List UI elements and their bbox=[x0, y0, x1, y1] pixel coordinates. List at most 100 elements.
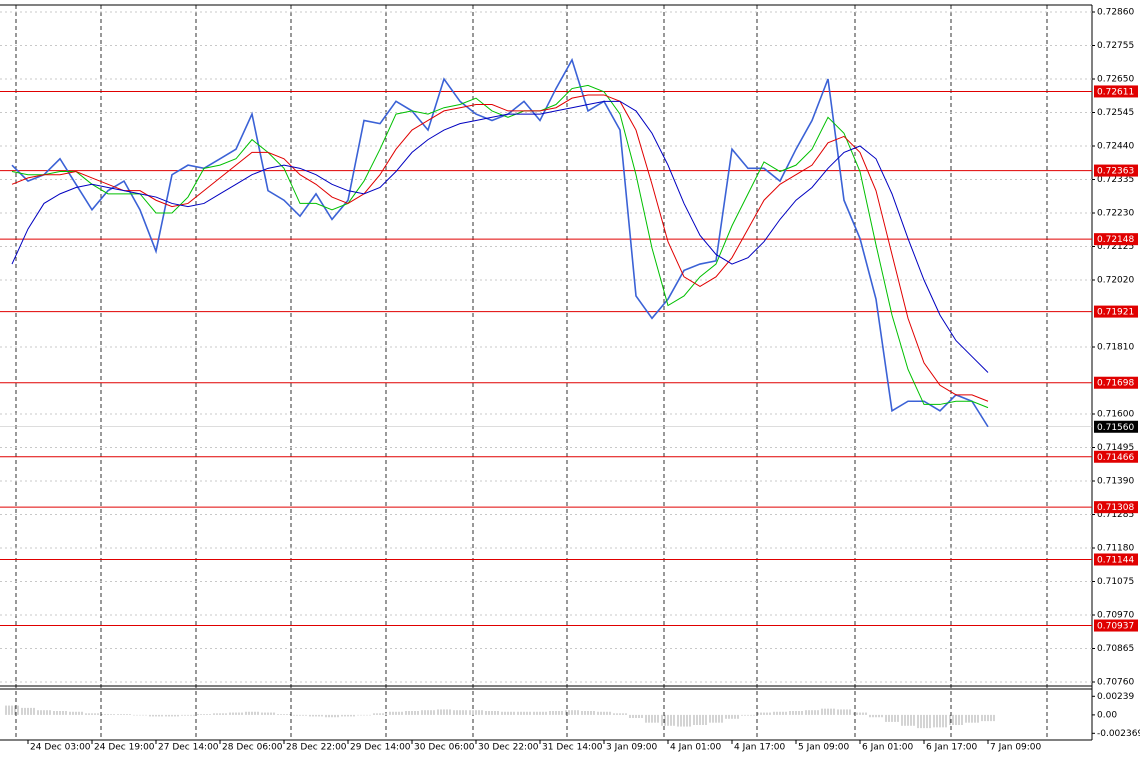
osc-bar bbox=[126, 714, 128, 715]
osc-bar bbox=[389, 711, 391, 715]
osc-bar bbox=[193, 714, 195, 716]
osc-bar bbox=[533, 711, 535, 715]
osc-bar bbox=[149, 714, 151, 717]
osc-bar bbox=[862, 712, 864, 715]
osc-bar bbox=[872, 714, 874, 718]
series-line bbox=[11, 94, 989, 402]
level-label-box bbox=[1094, 619, 1138, 632]
osc-bar bbox=[805, 710, 807, 715]
osc-bar bbox=[81, 711, 83, 715]
osc-bar bbox=[257, 711, 259, 715]
osc-bar bbox=[62, 711, 64, 715]
osc-bar bbox=[414, 711, 416, 715]
osc-bar bbox=[443, 709, 445, 715]
osc-bar bbox=[987, 714, 989, 722]
osc-bar bbox=[875, 714, 877, 718]
osc-bar bbox=[670, 714, 672, 726]
level-label: 0.71921 bbox=[1097, 308, 1134, 318]
osc-bar bbox=[248, 711, 250, 715]
osc-bar bbox=[587, 711, 589, 715]
osc-bar bbox=[363, 714, 365, 716]
osc-bar bbox=[453, 710, 455, 715]
osc-bar bbox=[373, 713, 375, 715]
osc-bar bbox=[981, 714, 983, 722]
osc-bar bbox=[536, 711, 538, 715]
osc-bar bbox=[878, 714, 880, 718]
osc-bar bbox=[584, 711, 586, 715]
osc-bar bbox=[485, 711, 487, 715]
osc-bar bbox=[849, 709, 851, 715]
level-label-box bbox=[1094, 376, 1138, 389]
x-tick-label: 5 Jan 09:00 bbox=[798, 743, 850, 753]
osc-bar bbox=[341, 714, 343, 717]
osc-tick-label: -0.002369 bbox=[1097, 729, 1140, 739]
osc-bar bbox=[958, 714, 960, 725]
osc-bar bbox=[760, 712, 762, 715]
osc-bar bbox=[558, 711, 560, 715]
osc-bar bbox=[408, 711, 410, 715]
osc-bar bbox=[430, 710, 432, 715]
osc-bar bbox=[869, 714, 871, 718]
y-tick-label: 0.71390 bbox=[1097, 477, 1134, 487]
osc-bar bbox=[907, 714, 909, 726]
osc-bar bbox=[331, 714, 333, 718]
osc-bar bbox=[145, 714, 147, 716]
osc-bar bbox=[133, 714, 135, 716]
osc-bar bbox=[465, 710, 467, 715]
osc-bar bbox=[270, 712, 272, 715]
x-tick-label: 24 Dec 03:00 bbox=[30, 743, 91, 753]
osc-bar bbox=[302, 714, 304, 716]
osc-bar bbox=[955, 714, 957, 725]
osc-bar bbox=[65, 711, 67, 715]
osc-bar bbox=[225, 713, 227, 715]
osc-bar bbox=[392, 711, 394, 715]
osc-bar bbox=[369, 714, 371, 716]
osc-bar bbox=[46, 710, 48, 715]
osc-bar bbox=[491, 711, 493, 715]
osc-bar bbox=[613, 713, 615, 715]
osc-bar bbox=[497, 711, 499, 715]
osc-bar bbox=[24, 707, 26, 715]
day-separators bbox=[15, 5, 1048, 740]
osc-bar bbox=[625, 713, 627, 715]
osc-bar bbox=[881, 714, 883, 718]
osc-bar bbox=[5, 705, 7, 715]
osc-bar bbox=[968, 714, 970, 723]
osc-bar bbox=[798, 711, 800, 715]
osc-bar bbox=[513, 711, 515, 715]
osc-bar bbox=[33, 707, 35, 715]
osc-bar bbox=[529, 711, 531, 715]
y-tick-label: 0.71285 bbox=[1097, 510, 1134, 520]
level-label: 0.71308 bbox=[1097, 503, 1134, 513]
series-line bbox=[11, 100, 989, 373]
osc-bar bbox=[283, 714, 285, 715]
osc-bar bbox=[923, 714, 925, 729]
level-label-box bbox=[1094, 501, 1138, 514]
osc-bar bbox=[353, 714, 355, 717]
osc-bar bbox=[197, 714, 199, 715]
osc-bar bbox=[88, 713, 90, 715]
y-tick-label: 0.72335 bbox=[1097, 175, 1134, 185]
x-tick-label: 27 Dec 14:00 bbox=[158, 743, 219, 753]
osc-bar bbox=[757, 712, 759, 715]
osc-bar bbox=[616, 713, 618, 715]
osc-bar bbox=[494, 711, 496, 715]
osc-bar bbox=[648, 714, 650, 723]
osc-bar bbox=[366, 714, 368, 716]
osc-bar bbox=[504, 711, 506, 715]
osc-bar bbox=[689, 714, 691, 727]
osc-bar bbox=[846, 709, 848, 715]
osc-bar bbox=[216, 713, 218, 715]
level-label-box bbox=[1094, 164, 1138, 177]
osc-bar bbox=[40, 710, 42, 715]
osc-bar bbox=[289, 714, 291, 715]
osc-bar bbox=[606, 711, 608, 715]
osc-bar bbox=[97, 713, 99, 715]
osc-bar bbox=[379, 713, 381, 715]
osc-bar bbox=[296, 714, 298, 716]
osc-bar bbox=[475, 710, 477, 715]
osc-bar bbox=[769, 712, 771, 715]
osc-bar bbox=[360, 714, 362, 716]
osc-bar bbox=[325, 714, 327, 718]
osc-bar bbox=[821, 708, 823, 715]
